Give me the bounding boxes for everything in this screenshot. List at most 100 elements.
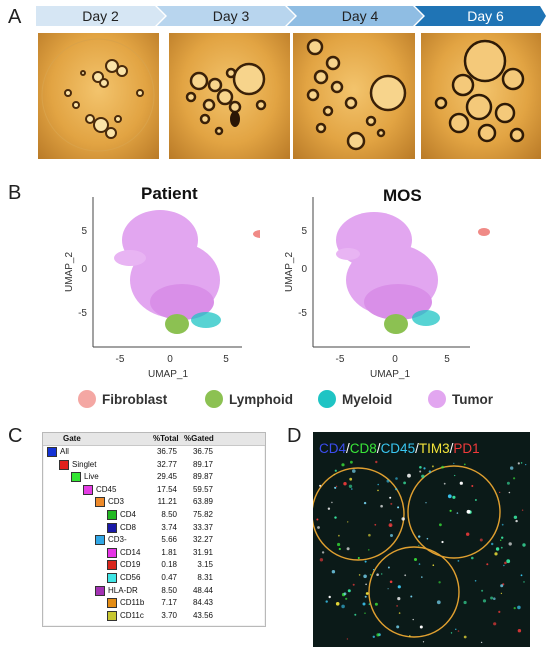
- gate-color-swatch: [71, 472, 81, 483]
- fluorescent-cell: [410, 595, 413, 598]
- fluorescent-cell: [389, 519, 392, 522]
- fluorescent-cell: [363, 574, 367, 579]
- fluorescent-cell: [396, 625, 400, 629]
- gating-row-live: Live 29.45 89.87: [43, 471, 265, 484]
- fluorescent-cell: [365, 592, 369, 595]
- fluorescent-cell: [347, 589, 351, 593]
- gate-color-swatch: [107, 598, 117, 609]
- umap-left-xtick-2: 0: [167, 354, 173, 365]
- gate-total: 11.21: [157, 497, 177, 507]
- fluorescent-cell: [334, 469, 337, 472]
- fluorescent-cell: [388, 523, 393, 527]
- fluorescent-cell: [389, 580, 393, 584]
- fluorescent-cell: [425, 502, 427, 504]
- fluorescent-cell: [517, 629, 522, 633]
- fluorescent-cell: [386, 479, 390, 483]
- fluorescent-cell: [456, 512, 459, 514]
- fluorescent-cell: [389, 496, 392, 499]
- fluorescent-cell: [418, 544, 420, 547]
- timeline-day4: Day 4: [297, 6, 423, 26]
- fluorescent-cell: [390, 502, 393, 505]
- gating-table-header: Gate %Total %Gated: [43, 433, 265, 446]
- fluorescent-cell: [454, 474, 456, 477]
- fibroblast-cluster: [478, 228, 490, 236]
- fluorescent-cell: [421, 576, 423, 578]
- gate-total: 17.54: [156, 484, 177, 494]
- fluorescent-cell: [358, 574, 361, 576]
- well-circle-2: [407, 465, 501, 559]
- fluorescent-cell: [419, 470, 422, 473]
- fluorescent-cell: [463, 600, 467, 605]
- fluorescent-cell: [522, 543, 526, 547]
- fluorescent-cell: [364, 612, 366, 614]
- fluorescent-cell: [499, 491, 501, 493]
- umap-left-xlabel: UMAP_1: [148, 369, 188, 380]
- fluorescent-cell: [423, 467, 426, 470]
- fluorescent-cell: [316, 518, 319, 521]
- fluorescent-cell: [338, 547, 341, 551]
- legend-tumor: Tumor: [428, 390, 493, 408]
- timeline-day3-label: Day 3: [212, 8, 250, 24]
- fluorescent-cell: [471, 485, 474, 487]
- fluorescent-cell: [343, 482, 347, 486]
- umap-left-title: Patient: [141, 184, 198, 203]
- fluorescent-cell: [517, 605, 521, 610]
- fluorescent-cell: [463, 635, 467, 639]
- fluorescent-cell: [395, 488, 398, 491]
- gate-gated: 31.91: [192, 547, 213, 557]
- fluorescent-cell: [373, 569, 375, 571]
- fluorescent-cell: [438, 581, 441, 584]
- umap-right-xtick-3: 5: [444, 354, 450, 365]
- fluorescent-cell: [414, 558, 417, 561]
- fluorescent-cell: [428, 470, 432, 473]
- marker-separator: /: [346, 441, 350, 456]
- fluorescent-cell: [350, 460, 353, 464]
- panel-label-a: A: [8, 6, 22, 28]
- fluorescent-cell: [364, 560, 367, 563]
- gating-row-cd11c: CD11c 3.70 43.56: [43, 610, 265, 623]
- fluorescent-cell: [365, 583, 367, 586]
- micrograph-day3-image: [185, 62, 267, 136]
- fluorescent-cell: [419, 466, 422, 469]
- fluorescent-cell: [447, 494, 452, 499]
- timeline-arrow-day4: [287, 6, 423, 26]
- gate-gated: 89.17: [192, 459, 213, 469]
- fluorescent-cell: [377, 489, 379, 492]
- fluorescent-cell: [513, 515, 518, 519]
- umap-right-plot: -5 0 5 5 0 -5 UMAP_1 UMAP_2: [284, 197, 490, 380]
- fluorescent-cell: [493, 622, 497, 626]
- gate-total: 0.18: [161, 560, 177, 570]
- gate-color-swatch: [95, 585, 105, 596]
- gate-color-swatch: [107, 610, 117, 621]
- umap-left-clusters: [114, 210, 260, 334]
- fluorescent-cell: [506, 559, 511, 564]
- umap-left-ytick-1: 5: [81, 226, 87, 237]
- fluorescent-cell: [376, 573, 379, 576]
- fluorescent-cell: [317, 526, 320, 529]
- gating-row-cd8: CD8 3.74 33.37: [43, 522, 265, 535]
- fluorescent-cell: [479, 538, 483, 542]
- fluorescent-cell: [431, 465, 434, 468]
- fluorescent-cell: [418, 563, 421, 565]
- gate-color-swatch: [47, 447, 57, 457]
- fluorescent-cell: [436, 600, 441, 605]
- fluorescent-cell: [336, 485, 338, 487]
- fluorescent-cell: [341, 604, 345, 609]
- fluorescent-cell: [404, 574, 407, 577]
- umap-right-ylabel: UMAP_2: [284, 252, 295, 292]
- gate-name: Live: [84, 472, 99, 482]
- timeline-day4-label: Day 4: [341, 8, 379, 24]
- fluorescent-cell: [387, 588, 389, 590]
- fluorescent-cell: [325, 600, 328, 603]
- gate-name: CD3-: [108, 535, 127, 545]
- legend-lymphoid-label: Lymphoid: [229, 391, 293, 407]
- gate-name: All: [60, 447, 69, 456]
- fluorescent-cell: [352, 583, 355, 586]
- timeline-day3: Day 3: [167, 6, 295, 26]
- tumor-cluster-left: [114, 250, 146, 266]
- fluorescent-cell: [395, 477, 398, 480]
- fluorescent-cell: [352, 469, 356, 473]
- gate-gated: 36.75: [192, 447, 213, 456]
- fluorescent-cell: [362, 602, 366, 606]
- umap-left-ytick-3: -5: [78, 308, 87, 319]
